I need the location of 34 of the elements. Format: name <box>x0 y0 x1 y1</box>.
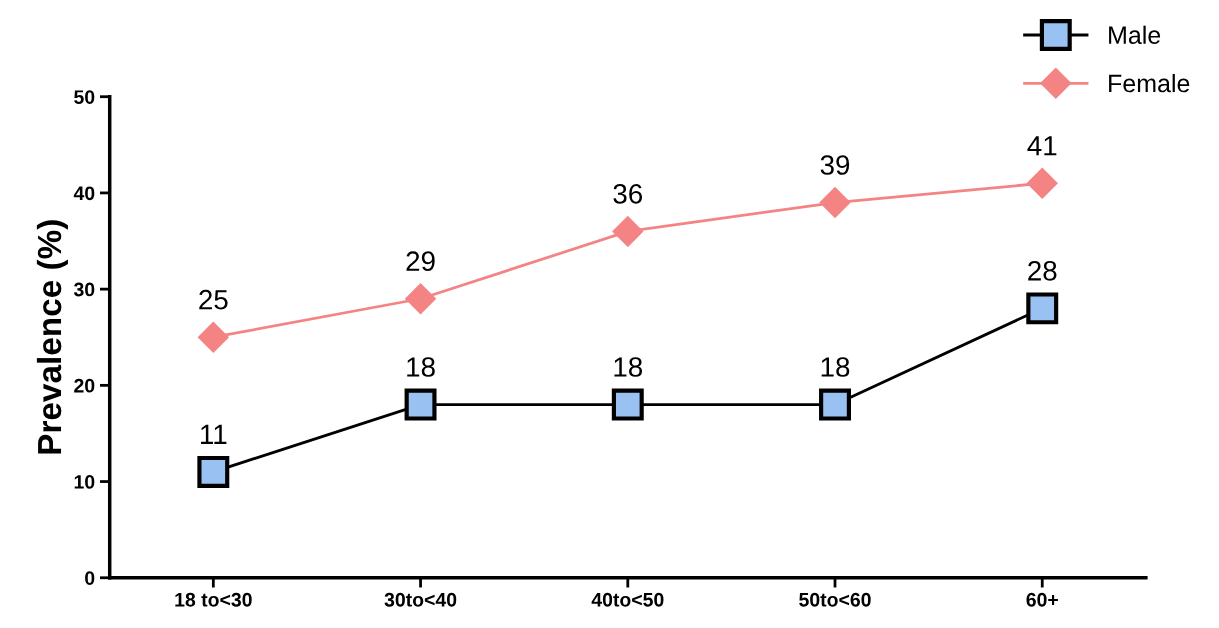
legend-label: Male <box>1109 25 1161 44</box>
point <box>612 215 644 247</box>
data-label: 28 <box>1028 260 1057 281</box>
y-tick-label: 0 <box>85 571 95 585</box>
point <box>404 388 437 421</box>
point <box>1026 167 1058 199</box>
point <box>819 388 851 421</box>
y-tick-label: 20 <box>74 378 95 393</box>
point <box>197 455 230 488</box>
legend-label: Female <box>1109 73 1190 93</box>
y-tick-label: 40 <box>73 186 95 201</box>
point <box>405 283 436 315</box>
x-tick-label: 40to<50 <box>591 592 664 607</box>
x-tick-label: 50to<60 <box>799 592 871 607</box>
y-axis-title: Prevalence (%) <box>36 220 68 454</box>
data-label: 29 <box>406 251 435 272</box>
y-tick-label: 50 <box>74 90 95 104</box>
data-label: 36 <box>613 184 643 204</box>
x-tick-label: 60+ <box>1026 592 1058 607</box>
point <box>197 321 229 353</box>
data-label: 18 <box>407 357 435 377</box>
y-tick-label: 10 <box>74 475 95 489</box>
data-label: 11 <box>201 424 227 444</box>
y-tick-label: 30 <box>73 282 95 297</box>
point <box>1026 292 1059 325</box>
point <box>611 388 644 421</box>
data-label: 25 <box>199 289 228 310</box>
data-label: 39 <box>820 155 850 175</box>
x-tick-label: 30to<40 <box>384 592 457 607</box>
data-label: 18 <box>614 357 643 377</box>
data-label: 41 <box>1027 136 1057 156</box>
point <box>819 187 851 218</box>
data-label: 18 <box>821 357 850 377</box>
x-tick-label: 18 to<30 <box>175 592 252 607</box>
